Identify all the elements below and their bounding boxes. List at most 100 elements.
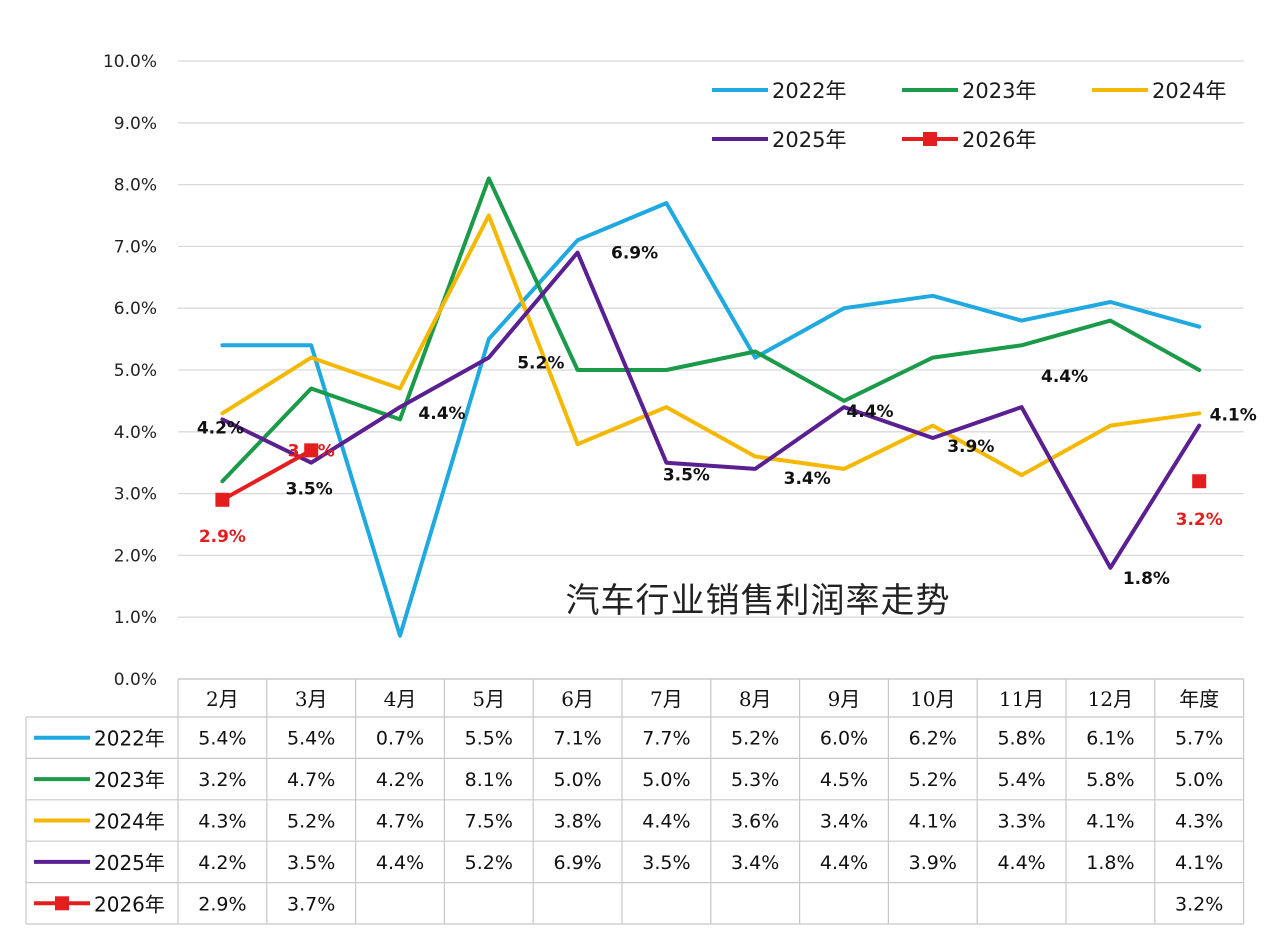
x-category-label: 9月 [828, 687, 861, 711]
data-label: 4.1% [1210, 406, 1257, 426]
x-category-label: 6月 [561, 687, 594, 711]
table-cell: 2.9% [198, 893, 246, 915]
data-label: 5.2% [517, 354, 564, 374]
data-label: 2.9% [199, 527, 246, 547]
series-line [220, 448, 314, 502]
y-tick-label: 3.0% [114, 485, 157, 505]
data-label: 6.9% [611, 244, 658, 264]
y-tick-label: 0.0% [114, 670, 157, 690]
y-tick-label: 7.0% [114, 237, 157, 257]
table-cell: 4.1% [1086, 811, 1134, 833]
table-cell: 5.3% [731, 769, 779, 791]
chart-title: 汽车行业销售利润率走势 [566, 581, 951, 621]
data-label: 4.4% [1041, 367, 1088, 387]
data-label: 3.5% [663, 466, 710, 486]
table-cell: 3.4% [731, 852, 779, 874]
table-row-marker [55, 896, 69, 911]
series-marker [215, 492, 230, 507]
y-tick-label: 10.0% [103, 52, 157, 72]
table-cell: 5.2% [731, 728, 779, 750]
table-cell: 6.0% [820, 728, 868, 750]
series-line [220, 176, 1202, 484]
table-cell: 4.5% [820, 769, 868, 791]
y-tick-label: 4.0% [114, 423, 157, 443]
x-category-label: 4月 [384, 687, 417, 711]
table-cell: 4.3% [198, 811, 246, 833]
table-row-label: 2026年 [94, 892, 165, 916]
table-cell: 5.0% [642, 769, 690, 791]
table-cell: 6.1% [1086, 728, 1134, 750]
legend: 2022年 2023年 2024年 2025年 2026年 [712, 79, 1226, 152]
table-cell: 4.1% [1175, 852, 1223, 874]
x-category-label: 3月 [295, 687, 328, 711]
data-label: 1.8% [1123, 569, 1170, 589]
x-category-label: 11月 [999, 687, 1044, 711]
table-cell: 5.5% [465, 728, 513, 750]
table-cell: 0.7% [376, 728, 424, 750]
x-category-label: 8月 [739, 687, 772, 711]
y-tick-label: 1.0% [114, 608, 157, 628]
table-cell: 7.7% [642, 728, 690, 750]
y-tick-label: 5.0% [114, 361, 157, 381]
table-cell: 5.4% [287, 728, 335, 750]
table-cell: 1.8% [1086, 852, 1134, 874]
legend-label: 2023年 [962, 79, 1036, 103]
data-table: 2月 3月 4月 5月 6月 7月 8月 9月 10月 11月 12月 年度 2022年 5.4% 5.4%… [25, 678, 1245, 925]
table-cell: 3.3% [997, 811, 1045, 833]
table-cell: 4.2% [198, 852, 246, 874]
table-cell: 4.4% [997, 852, 1045, 874]
x-category-label: 10月 [910, 687, 955, 711]
table-cell: 5.4% [997, 769, 1045, 791]
data-label: 3.9% [947, 437, 994, 457]
table-cell: 5.4% [198, 728, 246, 750]
legend-label: 2025年 [772, 128, 846, 152]
table-cell: 3.7% [287, 893, 335, 915]
y-tick-label: 2.0% [114, 546, 157, 566]
x-category-label: 年度 [1179, 687, 1219, 711]
table-cell: 5.8% [1086, 769, 1134, 791]
legend-label: 2024年 [1152, 79, 1226, 103]
y-tick-label: 9.0% [114, 114, 157, 134]
legend-label: 2022年 [772, 79, 846, 103]
data-label: 4.4% [418, 404, 465, 424]
table-cell: 3.2% [1175, 893, 1223, 915]
x-category-label: 7月 [650, 687, 683, 711]
series-line [220, 213, 1202, 478]
table-cell: 5.0% [553, 769, 601, 791]
table-cell: 6.2% [909, 728, 957, 750]
series-marker [1192, 474, 1207, 489]
table-cell: 4.4% [642, 811, 690, 833]
table-row-label: 2025年 [94, 851, 165, 875]
x-category-label: 2月 [206, 687, 239, 711]
table-cell: 4.2% [376, 769, 424, 791]
table-cell: 3.8% [553, 811, 601, 833]
table-cell: 5.8% [997, 728, 1045, 750]
table-cell: 5.2% [287, 811, 335, 833]
table-cell: 3.5% [642, 852, 690, 874]
data-label: 4.4% [846, 402, 893, 422]
table-cell: 4.7% [376, 811, 424, 833]
table-cell: 4.7% [287, 769, 335, 791]
y-axis-ticks: 0.0% 1.0% 2.0% 3.0% 4.0% 5.0% 6.0% 7.0% 8.0% 9.0%… [103, 52, 157, 690]
table-cell: 5.0% [1175, 769, 1223, 791]
table-cell: 5.2% [909, 769, 957, 791]
table-row-label: 2024年 [94, 810, 165, 834]
y-tick-label: 6.0% [114, 299, 157, 319]
table-cell: 8.1% [465, 769, 513, 791]
table-cell: 4.4% [376, 852, 424, 874]
legend-marker [923, 132, 937, 146]
table-cell: 5.7% [1175, 728, 1223, 750]
table-row-label: 2023年 [94, 768, 165, 792]
data-label: 3.7% [288, 441, 335, 461]
series-lines [215, 176, 1207, 638]
data-label: 3.2% [1176, 510, 1223, 530]
table-cell: 4.4% [820, 852, 868, 874]
table-cell: 3.2% [198, 769, 246, 791]
table-cell: 4.3% [1175, 811, 1223, 833]
series-line [220, 201, 1202, 638]
table-cell: 6.9% [553, 852, 601, 874]
series-marker [304, 443, 319, 458]
series-line [220, 250, 1202, 570]
x-category-label: 5月 [472, 687, 505, 711]
